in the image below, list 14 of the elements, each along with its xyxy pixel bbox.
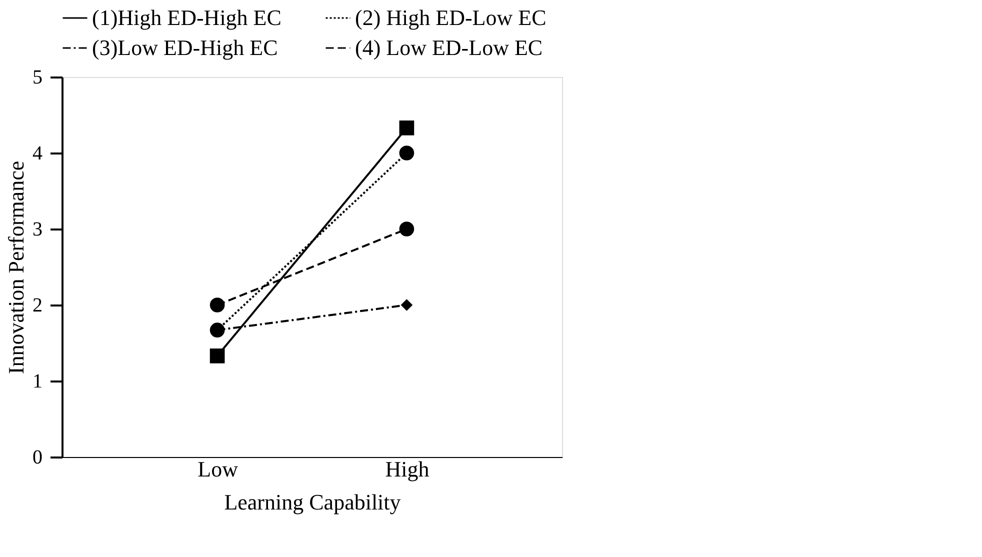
y-tick-label: 0 [32, 446, 42, 468]
y-tick-label: 4 [32, 142, 42, 164]
x-axis-title: Learning Capability [224, 490, 401, 514]
y-tick-label: 3 [32, 218, 42, 240]
y-tick-label: 5 [32, 66, 42, 88]
y-tick-label: 2 [32, 294, 42, 316]
y-tick-label: 1 [32, 370, 42, 392]
legend-label: (3)Low ED-High EC [92, 35, 278, 60]
x-tick-label: High [385, 456, 430, 482]
legend-label: (1)High ED-High EC [92, 5, 282, 30]
legend-label: (4) Low ED-Low EC [355, 35, 543, 60]
legend-label: (2) High ED-Low EC [355, 5, 546, 30]
y-axis-title: Innovation Performance [4, 160, 28, 374]
x-tick-label: Low [198, 456, 238, 482]
